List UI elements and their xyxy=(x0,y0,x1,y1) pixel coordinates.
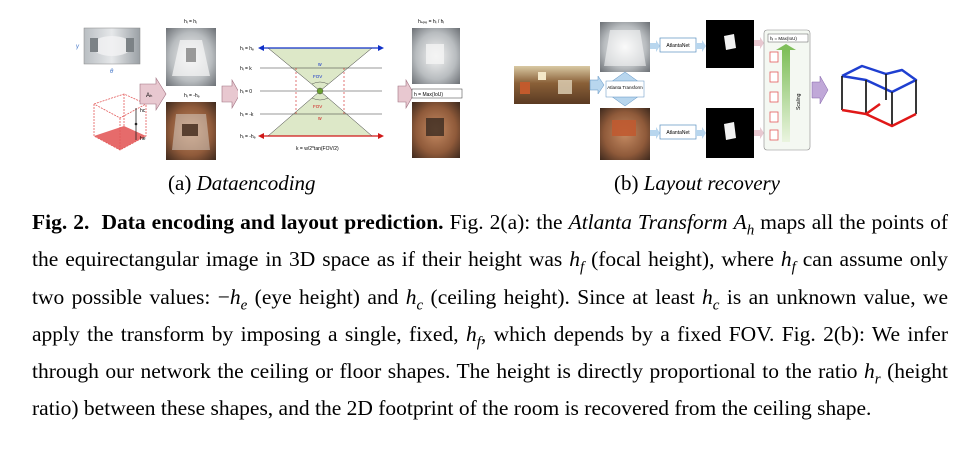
focal-geometry-diagram xyxy=(238,22,396,154)
caption-segment: (focal height), where xyxy=(584,247,781,272)
caption-segment: h xyxy=(702,284,713,309)
floor-input-image xyxy=(600,108,650,160)
transform-arrow xyxy=(139,76,167,112)
ceiling-view-image xyxy=(166,28,216,86)
panel-b-caption: (b) Layout recovery xyxy=(614,171,780,196)
atlantanet-label-top: AtlantaNet xyxy=(666,43,690,49)
net-arrow-top xyxy=(650,40,660,52)
bottom-focal-label: hᵢ = -hₑ xyxy=(184,93,200,99)
caption-segment: h xyxy=(465,321,477,346)
ceiling-mask-output xyxy=(706,20,754,68)
caption-segment: c xyxy=(416,296,424,313)
panel-a-caption-label: Dataencoding xyxy=(196,171,316,195)
atlanta-transform-label: Atlanta Transform xyxy=(607,85,643,90)
caption-segment: h xyxy=(405,284,417,309)
mask-arrow-top xyxy=(696,40,706,52)
scaling-arrow-bottom xyxy=(754,127,764,139)
caption-segment: r xyxy=(874,371,881,388)
max-label-b: hᵢ = Max(IoU) xyxy=(770,36,797,41)
diagram-formula: k = w/2*tan(FOV/2) xyxy=(296,146,339,152)
panel-a-caption-prefix: (a) xyxy=(168,171,197,195)
caption-segment: e xyxy=(240,296,248,313)
caption-segment: (eye height) and xyxy=(247,284,406,309)
caption-segment: f xyxy=(579,259,585,276)
transform-label: Aₕ xyxy=(146,93,153,99)
scaling-label: Scaling xyxy=(796,93,802,110)
caption-segment: c xyxy=(712,296,720,313)
figure-2: γ θ hc he Aₕ hᵢ = hⱼ hᵢ = -hₑ xyxy=(76,19,918,160)
arrow-to-diagram xyxy=(221,78,241,110)
theta-label: θ xyxy=(110,69,114,75)
panel-a-caption: (a) Dataencoding xyxy=(168,171,316,196)
caption-segment: A xyxy=(733,210,747,234)
scaled-ceiling-image xyxy=(412,28,460,84)
caption-title: Data encoding and layout prediction. xyxy=(101,210,444,234)
ceiling-input-image xyxy=(600,22,650,72)
caption-segment: Fig. 2(a): the xyxy=(443,210,569,234)
floor-view-image xyxy=(166,102,216,160)
floor-mask-output xyxy=(706,108,754,158)
arrow-to-output xyxy=(397,78,415,110)
panel-b: Atlanta Transform AtlantaNet AtlantaNet xyxy=(514,20,918,160)
room-3d-sketch xyxy=(93,93,147,151)
equirect-panorama-image xyxy=(83,27,141,65)
diagram-label-k: hᵢ = k xyxy=(240,66,252,72)
panel-b-caption-label: Layout recovery xyxy=(643,171,781,195)
he-label-small: he xyxy=(140,136,146,142)
panel-b-caption-prefix: (b) xyxy=(614,171,644,195)
caption-segment: h xyxy=(229,284,241,309)
atlantanet-label-bottom: AtlantaNet xyxy=(666,130,690,136)
caption-segment: f xyxy=(476,334,481,351)
top-focal-label: hᵢ = hⱼ xyxy=(184,19,197,25)
pano-arrow xyxy=(589,75,605,95)
diagram-label-hc: hᵢ = hₑ xyxy=(240,46,254,52)
hc-label-small: hc xyxy=(140,108,146,114)
input-panorama-image xyxy=(514,66,590,104)
diagram-w-bottom: w xyxy=(318,116,322,122)
caption-segment: is an unknown value, we apply the transf… xyxy=(32,284,949,346)
diagram-label-minus-he: hᵢ = -hₑ xyxy=(240,134,256,140)
diagram-label-0: hᵢ = 0 xyxy=(240,89,252,95)
caption-segment: , which depends by a fixed FOV. Fig. 2(b… xyxy=(32,321,948,384)
gamma-label: γ xyxy=(76,44,80,50)
max-iou-box xyxy=(411,88,463,99)
scale-label: hₛₑₗₑ = hᵢ / hᵢ xyxy=(418,19,444,25)
figure-caption: Fig. 2. Data encoding and layout predict… xyxy=(32,208,948,423)
net-arrow-bottom xyxy=(650,127,660,139)
diagram-w-top: w xyxy=(318,62,322,68)
output-arrow xyxy=(811,75,829,105)
caption-segment: h xyxy=(864,359,875,384)
caption-segment: h xyxy=(746,222,755,239)
diagram-fov-bottom: FOV xyxy=(313,104,322,109)
caption-segment: (height ratio) between these shapes, and… xyxy=(32,359,948,421)
caption-segment: h xyxy=(569,247,580,272)
scaling-box xyxy=(763,29,811,151)
diagram-label-minus-k: hᵢ = -k xyxy=(240,112,254,118)
caption-segment: h xyxy=(780,247,792,272)
fig-label: Fig. 2. xyxy=(32,210,90,234)
caption-segment: can assume only two possible values: − xyxy=(32,247,948,309)
caption-segment: maps all the points of the equirectangul… xyxy=(32,210,949,272)
caption-segment: f xyxy=(791,259,796,276)
max-iou-label: h = Max(IoU) xyxy=(414,92,443,98)
scaling-arrow-top xyxy=(754,37,764,49)
diagram-fov-top: FOV xyxy=(313,74,322,79)
scaled-floor-image xyxy=(412,102,460,158)
room-layout-3d xyxy=(841,64,918,128)
mask-arrow-bottom xyxy=(696,127,706,139)
caption-body: Fig. 2(a): the Atlanta Transform Ah maps… xyxy=(32,210,948,420)
caption-segment: Atlanta Transform xyxy=(568,210,728,234)
panel-a: γ θ hc he Aₕ hᵢ = hⱼ hᵢ = -hₑ xyxy=(76,19,463,160)
caption-segment: (ceiling height). Since at least xyxy=(423,284,703,309)
